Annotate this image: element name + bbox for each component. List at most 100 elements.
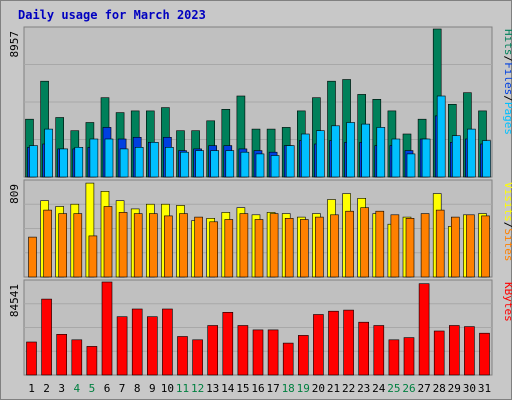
bar-kbytes-day-5 (86, 346, 98, 376)
bar-pages-day-11 (180, 151, 189, 178)
x-tick-label: 8 (134, 382, 141, 395)
panel-series-label: Hits/Files/Pages (502, 29, 512, 135)
x-tick-label: 4 (73, 382, 80, 395)
bar-pages-day-1 (29, 145, 38, 178)
bar-sites-day-11 (179, 213, 188, 278)
x-tick-label: 16 (251, 382, 264, 395)
series-label-part: Pages (502, 102, 512, 135)
bar-pages-day-30 (467, 128, 476, 178)
bar-pages-day-12 (195, 150, 204, 178)
series-label-part: Visits (502, 182, 512, 222)
x-tick-label: 7 (119, 382, 126, 395)
bar-sites-day-25 (390, 214, 400, 278)
bar-kbytes-day-4 (71, 339, 83, 376)
series-label-part: Hits (502, 29, 512, 56)
bar-pages-day-15 (240, 151, 250, 178)
bar-pages-day-4 (74, 147, 84, 178)
chart-title: Daily usage for March 2023 (18, 8, 206, 22)
bar-sites-day-14 (224, 219, 234, 278)
bar-kbytes-day-27 (418, 283, 430, 376)
bar-sites-day-22 (345, 210, 354, 278)
bar-sites-day-1 (28, 236, 37, 278)
bar-pages-day-21 (331, 125, 340, 178)
bar-kbytes-day-26 (403, 337, 415, 376)
bar-pages-day-29 (451, 135, 461, 178)
bar-kbytes-day-3 (56, 333, 68, 376)
bar-sites-day-17 (269, 213, 279, 278)
x-tick-label: 23 (357, 382, 370, 395)
x-tick-label: 24 (372, 382, 386, 395)
bar-kbytes-day-25 (388, 339, 400, 376)
bar-pages-day-25 (391, 138, 401, 178)
bar-sites-day-12 (194, 216, 203, 278)
x-tick-label: 5 (89, 382, 96, 395)
bar-kbytes-day-21 (328, 310, 339, 376)
bar-pages-day-22 (346, 122, 355, 178)
bar-kbytes-day-29 (448, 325, 460, 376)
bar-kbytes-day-16 (252, 329, 264, 376)
bar-pages-day-24 (376, 127, 386, 178)
bar-kbytes-day-13 (207, 325, 218, 376)
x-tick-label: 29 (448, 382, 461, 395)
series-label-part: Sites (502, 228, 512, 261)
bar-sites-day-5 (88, 235, 98, 278)
series-label-part: / (502, 95, 512, 102)
series-label-part: Files (502, 62, 512, 95)
bar-pages-day-3 (59, 148, 69, 178)
x-tick-label: 6 (104, 382, 111, 395)
bar-kbytes-day-6 (101, 281, 113, 376)
bar-sites-day-28 (435, 209, 445, 278)
x-tick-label: 13 (206, 382, 219, 395)
bar-sites-day-3 (58, 213, 68, 278)
series-label-part: / (502, 56, 512, 63)
bar-pages-day-16 (255, 153, 265, 178)
x-tick-label: 19 (297, 382, 310, 395)
bar-kbytes-day-10 (162, 308, 173, 376)
x-tick-label: 30 (463, 382, 476, 395)
bar-kbytes-day-18 (282, 342, 294, 376)
bar-pages-day-2 (44, 128, 53, 178)
x-tick-label: 9 (149, 382, 156, 395)
bar-pages-day-19 (300, 133, 310, 178)
bar-pages-day-5 (89, 138, 99, 178)
x-tick-label: 27 (417, 382, 430, 395)
x-tick-label: 10 (161, 382, 174, 395)
bar-pages-day-14 (225, 150, 235, 178)
bar-sites-day-4 (73, 213, 83, 278)
x-tick-label: 14 (221, 382, 235, 395)
bar-kbytes-day-19 (297, 335, 309, 376)
bar-kbytes-day-20 (313, 314, 324, 376)
bar-sites-day-6 (103, 206, 113, 278)
bar-sites-day-31 (481, 215, 490, 278)
bar-sites-day-15 (239, 213, 249, 278)
x-tick-label: 26 (402, 382, 415, 395)
x-tick-label: 21 (327, 382, 340, 395)
bar-sites-day-24 (375, 210, 385, 278)
x-tick-label: 11 (176, 382, 189, 395)
panel-ymax-label: 8957 (8, 31, 21, 58)
bar-kbytes-day-7 (116, 316, 128, 376)
bar-sites-day-8 (133, 213, 143, 278)
bar-pages-day-27 (421, 138, 431, 178)
bar-kbytes-day-30 (464, 326, 475, 376)
bar-kbytes-day-11 (177, 336, 188, 376)
panel-ymax-label: 84541 (8, 284, 21, 317)
bar-pages-day-26 (406, 153, 416, 178)
x-tick-label: 22 (342, 382, 355, 395)
bar-sites-day-19 (299, 219, 309, 278)
bar-kbytes-day-22 (343, 309, 354, 376)
series-label-part: KBytes (502, 282, 512, 322)
bar-sites-day-23 (360, 207, 370, 278)
x-tick-label: 31 (478, 382, 491, 395)
bar-pages-day-20 (316, 130, 325, 178)
bar-pages-day-18 (285, 145, 295, 178)
bar-pages-day-10 (165, 147, 174, 178)
bar-kbytes-day-28 (433, 330, 445, 376)
bar-sites-day-26 (405, 218, 415, 278)
series-label-part: / (502, 222, 512, 229)
x-tick-label: 3 (58, 382, 65, 395)
panel-series-label: KBytes (502, 282, 512, 322)
x-tick-label: 12 (191, 382, 204, 395)
bar-sites-day-20 (315, 216, 324, 278)
